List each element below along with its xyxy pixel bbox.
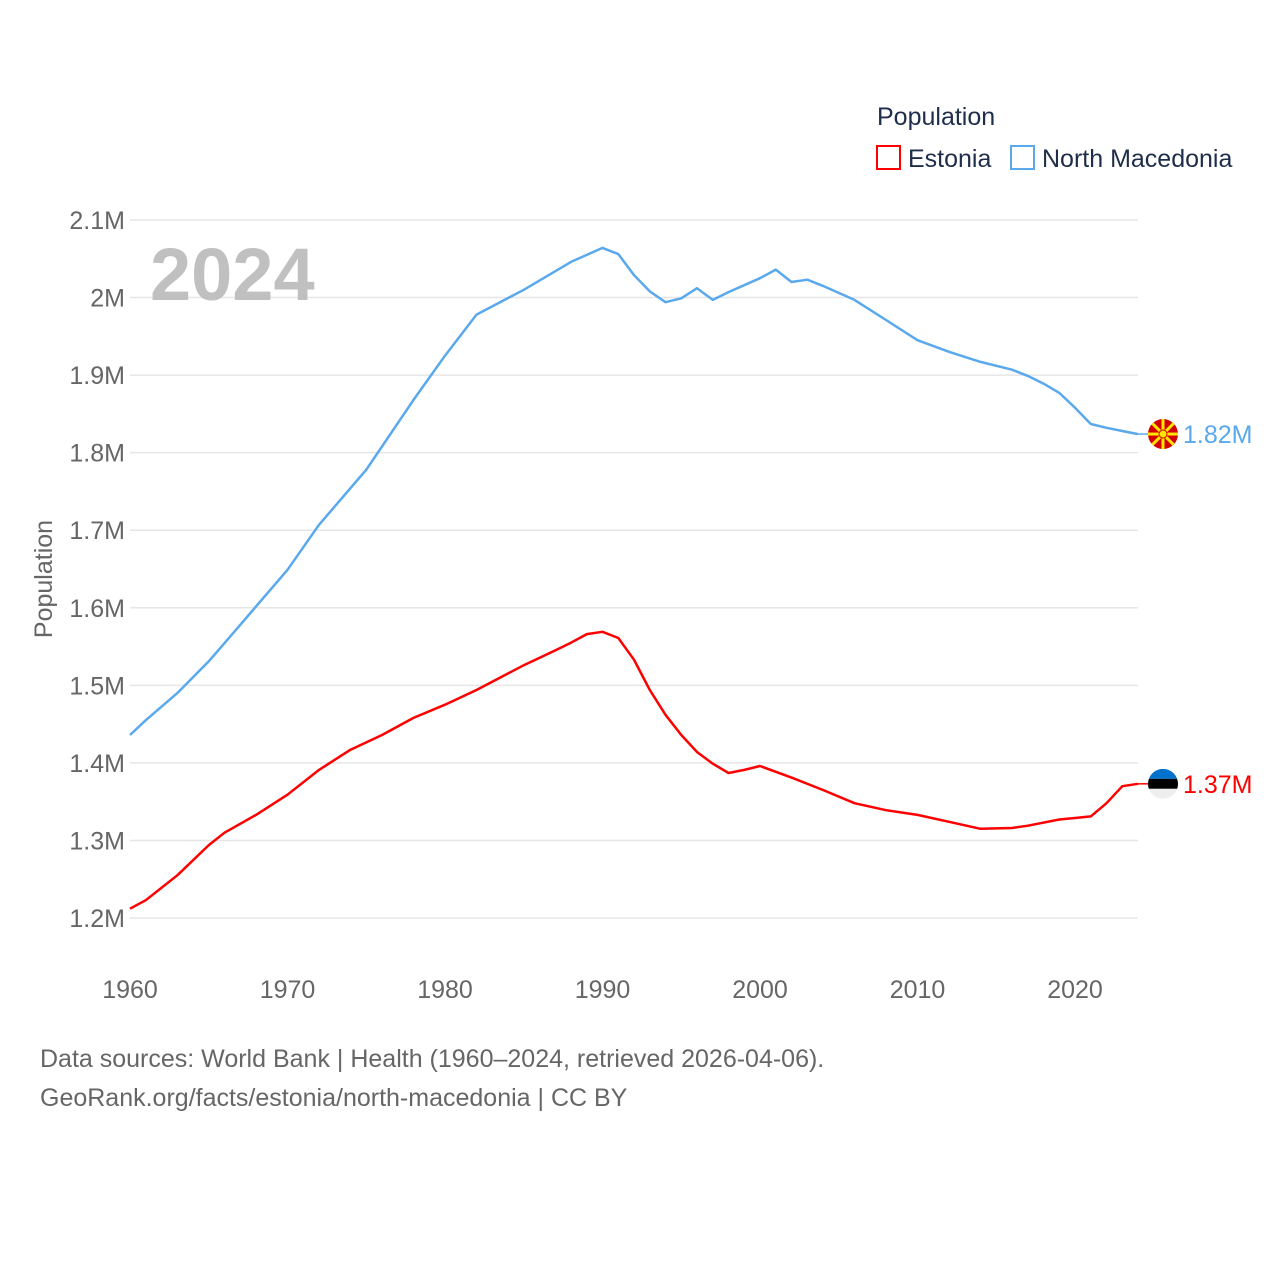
y-tick-label: 1.5M — [69, 672, 125, 700]
legend-swatch-estonia — [876, 145, 901, 170]
y-tick-label: 1.8M — [69, 440, 125, 468]
y-axis-label: Population — [30, 520, 58, 638]
north-macedonia-flag-icon — [1148, 419, 1178, 450]
y-tick-label: 1.4M — [69, 750, 125, 778]
x-tick-label: 2010 — [890, 976, 946, 1004]
end-value-label-north-macedonia: 1.82M — [1183, 421, 1252, 449]
x-tick-label: 2000 — [732, 976, 788, 1004]
y-tick-label: 1.3M — [69, 827, 125, 855]
legend-label: Estonia — [908, 145, 991, 173]
legend-title: Population — [877, 103, 995, 131]
x-tick-label: 1980 — [417, 976, 473, 1004]
x-tick-label: 1970 — [260, 976, 316, 1004]
legend-label: North Macedonia — [1042, 145, 1232, 173]
x-tick-label: 1960 — [102, 976, 158, 1004]
series-line-north-macedonia — [129, 246, 1139, 736]
x-tick-label: 1990 — [575, 976, 631, 1004]
y-tick-label: 1.9M — [69, 362, 125, 390]
y-tick-label: 1.6M — [69, 595, 125, 623]
attribution-link[interactable]: GeoRank.org/facts/estonia/north-macedoni… — [40, 1084, 628, 1112]
series-line-estonia — [129, 630, 1139, 910]
legend-swatch-north-macedonia — [1010, 145, 1035, 170]
end-value-label-estonia: 1.37M — [1183, 771, 1252, 799]
data-source-text: Data sources: World Bank | Health (1960–… — [40, 1045, 825, 1073]
y-tick-label: 2.1M — [69, 207, 125, 235]
y-tick-label: 1.7M — [69, 517, 125, 545]
y-tick-label: 1.2M — [69, 905, 125, 933]
estonia-flag-icon — [1148, 768, 1178, 799]
x-tick-label: 2020 — [1047, 976, 1103, 1004]
year-watermark: 2024 — [150, 233, 315, 316]
y-tick-label: 2M — [90, 285, 125, 313]
